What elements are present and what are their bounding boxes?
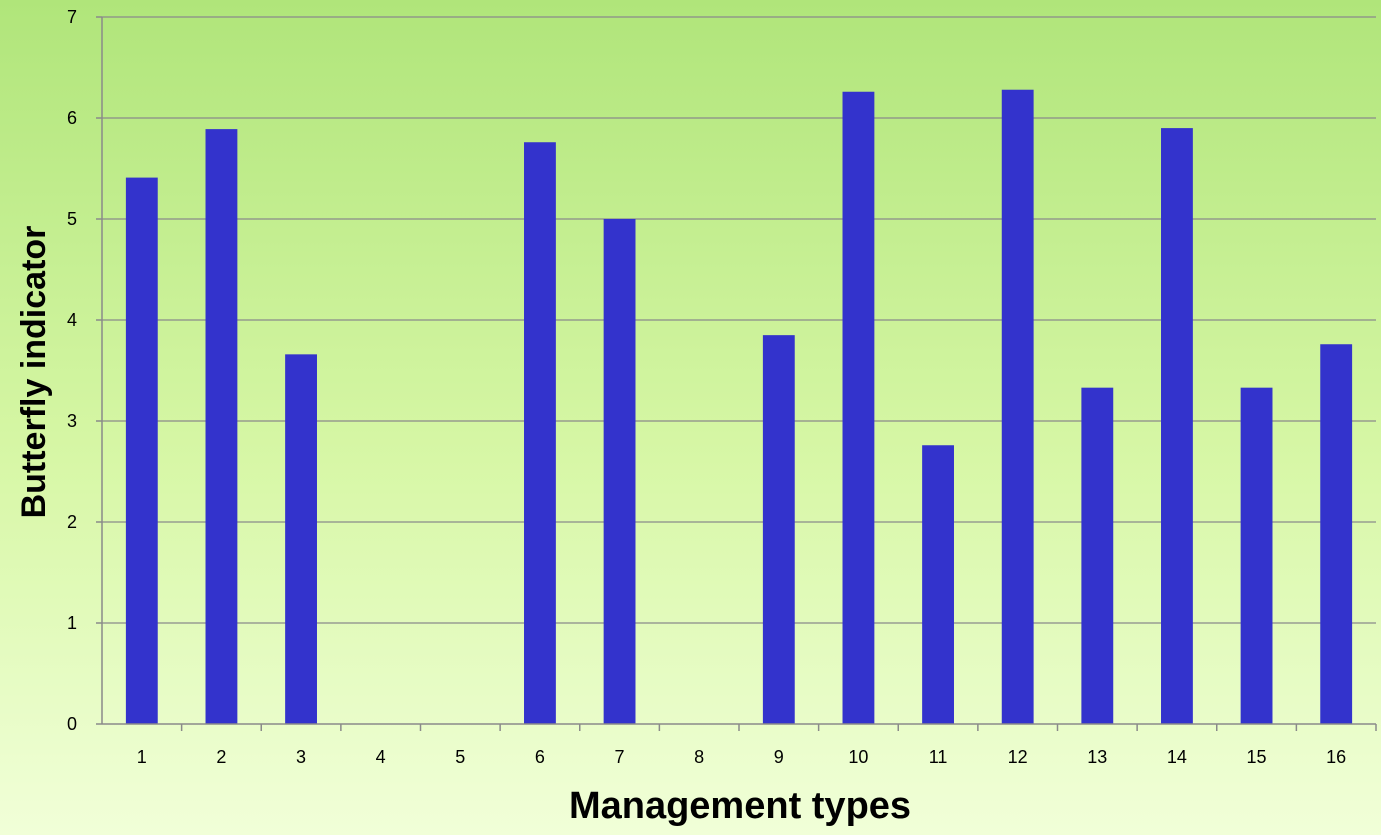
y-tick-label: 4	[67, 310, 77, 330]
bar-6	[524, 142, 556, 725]
bars	[125, 89, 1353, 725]
x-tick-label: 10	[848, 747, 868, 767]
y-tick-label: 3	[67, 411, 77, 431]
y-tick-label: 5	[67, 209, 77, 229]
y-tick-label: 2	[67, 512, 77, 532]
bar-10	[842, 91, 875, 725]
x-tick-labels: 1 2 3 4 5 6 7 8 9 10 11 12 13 14 15 16	[137, 724, 1377, 767]
bar-3	[285, 354, 317, 724]
x-tick-label: 4	[376, 747, 386, 767]
x-tick-label: 1	[137, 747, 147, 767]
bar-2	[205, 129, 238, 725]
y-tick-label: 0	[67, 714, 77, 734]
x-tick-label: 8	[694, 747, 704, 767]
bar-7	[603, 219, 636, 724]
y-tick-label: 7	[67, 7, 77, 27]
bar-11	[922, 445, 954, 724]
x-tick-label: 11	[929, 747, 948, 767]
x-tick-label: 7	[615, 747, 625, 767]
y-tick-label: 6	[67, 108, 77, 128]
x-tick-label: 2	[216, 747, 226, 767]
x-tick-label: 6	[535, 747, 545, 767]
y-tick-labels: 0 1 2 3 4 5 6 7	[67, 7, 102, 734]
bar-13	[1081, 387, 1114, 724]
x-tick-label: 13	[1087, 747, 1107, 767]
bar-14	[1161, 128, 1193, 725]
x-tick-label: 12	[1008, 747, 1028, 767]
x-axis-title: Management types	[569, 785, 911, 827]
bar-12	[1001, 89, 1034, 725]
bar-9	[762, 335, 795, 724]
y-axis-title: Butterfly indicator	[15, 226, 53, 519]
y-tick-label: 1	[67, 613, 77, 633]
x-tick-label: 15	[1247, 747, 1267, 767]
bar-15	[1240, 387, 1273, 724]
x-tick-label: 3	[296, 747, 306, 767]
x-tick-label: 5	[455, 747, 465, 767]
x-tick-label: 16	[1326, 747, 1346, 767]
bar-16	[1320, 344, 1353, 724]
bar-1	[125, 177, 158, 725]
x-tick-label: 14	[1167, 747, 1187, 767]
x-tick-label: 9	[774, 747, 784, 767]
